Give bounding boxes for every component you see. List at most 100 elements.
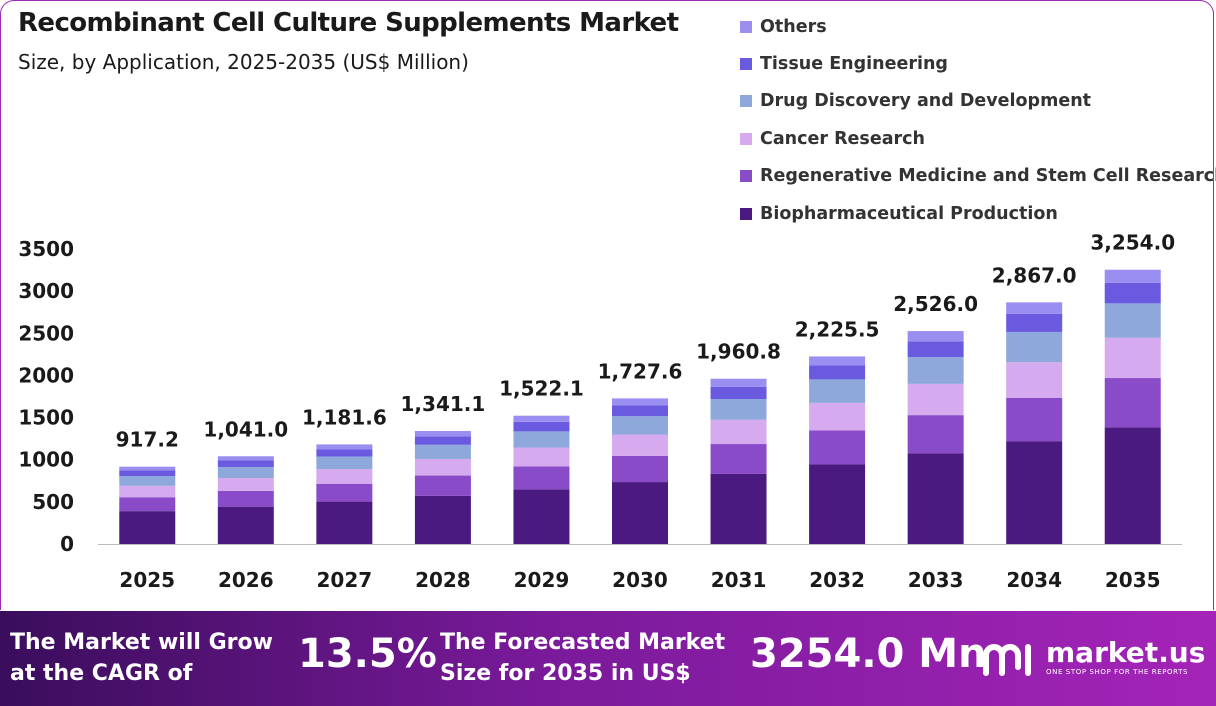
bar-segment <box>1104 282 1161 304</box>
bar-segment <box>1006 313 1063 332</box>
bar-segment <box>217 490 274 507</box>
y-tick-label: 2000 <box>18 363 74 387</box>
bar-segment <box>907 331 964 342</box>
bar-segment <box>612 416 668 435</box>
x-tick-label: 2028 <box>415 568 471 592</box>
bar-total-label: 1,041.0 <box>203 417 288 441</box>
x-tick-label: 2025 <box>119 568 175 592</box>
bar-segment <box>907 383 964 416</box>
bar-segment <box>119 476 176 486</box>
bar-segment <box>119 470 176 477</box>
bar-segment <box>710 444 767 474</box>
bar-segment <box>513 431 570 448</box>
bar-segment <box>809 365 866 380</box>
legend-label: Others <box>760 16 827 37</box>
bar-segment <box>1104 337 1161 379</box>
bar-total-label: 2,526.0 <box>893 292 978 316</box>
bar-segment <box>1104 427 1161 544</box>
bar-segment <box>907 415 964 454</box>
bar-segment <box>809 402 866 431</box>
logo-tagline: ONE STOP SHOP FOR THE REPORTS <box>1046 668 1189 676</box>
market-us-logo-icon <box>983 644 1031 676</box>
market-us-logo[interactable]: market.us ONE STOP SHOP FOR THE REPORTS <box>982 637 1205 677</box>
x-tick-label: 2026 <box>218 568 274 592</box>
bar-segment <box>907 341 964 358</box>
bar-segment <box>217 478 274 491</box>
legend-item-drug-discovery: Drug Discovery and Development <box>740 83 1216 120</box>
bar-segment <box>1006 302 1063 314</box>
y-tick-label: 1500 <box>18 406 74 430</box>
legend-item-tissue-engineering: Tissue Engineering <box>740 45 1216 82</box>
bar-segment <box>217 466 274 479</box>
x-tick-label: 2029 <box>514 568 570 592</box>
bar-segment <box>612 398 668 406</box>
bar-total-label: 2,225.5 <box>795 317 880 341</box>
bar-segment <box>414 495 471 544</box>
x-tick-label: 2033 <box>908 568 964 592</box>
bar-total-label: 1,181.6 <box>302 405 387 429</box>
bar-segment <box>119 511 176 544</box>
y-tick-label: 2500 <box>18 321 74 345</box>
bar-total-label: 1,960.8 <box>696 340 781 364</box>
bar-segment <box>414 444 471 459</box>
bar-segment <box>1006 331 1063 363</box>
y-tick-label: 500 <box>32 490 74 514</box>
bar-segment <box>809 464 866 544</box>
x-tick-label: 2030 <box>612 568 668 592</box>
x-tick-label: 2035 <box>1105 568 1161 592</box>
legend-item-biopharmaceutical-production: Biopharmaceutical Production <box>740 195 1216 232</box>
market-size-value: 3254.0 Mn <box>750 631 987 677</box>
bar-segment <box>1104 269 1161 283</box>
bar-segment <box>1006 441 1063 544</box>
legend-label: Regenerative Medicine and Stem Cell Rese… <box>760 166 1216 187</box>
bar-segment <box>907 453 964 544</box>
bar-segment <box>612 482 668 544</box>
bar-segment <box>907 357 964 384</box>
legend-label: Cancer Research <box>760 128 925 149</box>
y-tick-label: 3000 <box>18 279 74 303</box>
bar-segment <box>809 356 866 366</box>
bar-segment <box>710 473 767 544</box>
bar-segment <box>1006 397 1063 442</box>
y-tick-label: 3500 <box>18 237 74 261</box>
legend-swatch <box>740 170 752 183</box>
x-tick-label: 2032 <box>809 568 865 592</box>
bar-segment <box>316 483 373 502</box>
legend-swatch <box>740 58 752 71</box>
bar-segment <box>119 497 176 512</box>
bar-segment <box>710 386 767 400</box>
bar-segment <box>809 379 866 403</box>
bar-segment <box>1104 303 1161 338</box>
bar-segment <box>414 436 471 445</box>
legend-item-cancer-research: Cancer Research <box>740 120 1216 157</box>
bar-segment <box>316 456 373 470</box>
bar-segment <box>513 466 570 490</box>
bar-segment <box>1006 362 1063 398</box>
x-tick-label: 2027 <box>317 568 373 592</box>
bar-segment <box>513 415 570 422</box>
x-tick-label: 2034 <box>1006 568 1062 592</box>
bar-segment <box>710 378 767 387</box>
bar-segment <box>612 405 668 417</box>
bar-total-label: 1,522.1 <box>499 377 584 401</box>
bar-segment <box>316 449 373 457</box>
x-tick-label: 2031 <box>711 568 767 592</box>
legend-label: Tissue Engineering <box>760 54 948 75</box>
bar-segment <box>119 466 176 471</box>
chart-title: Recombinant Cell Culture Supplements Mar… <box>18 8 679 38</box>
bar-segment <box>414 430 471 437</box>
cagr-value: 13.5% <box>298 631 437 677</box>
bar-segment <box>316 469 373 484</box>
legend-swatch <box>740 95 752 108</box>
chart-subtitle: Size, by Application, 2025-2035 (US$ Mil… <box>18 50 469 74</box>
bar-segment <box>414 475 471 496</box>
bar-segment <box>710 399 767 420</box>
legend-label: Drug Discovery and Development <box>760 91 1092 112</box>
footer-banner: The Market will Grow at the CAGR of 13.5… <box>0 611 1216 706</box>
bar-total-label: 1,727.6 <box>598 359 683 383</box>
bar-segment <box>316 444 373 450</box>
bar-segment <box>217 460 274 467</box>
bar-segment <box>316 501 373 544</box>
bar-total-label: 3,254.0 <box>1090 231 1175 255</box>
bar-segment <box>612 455 668 483</box>
